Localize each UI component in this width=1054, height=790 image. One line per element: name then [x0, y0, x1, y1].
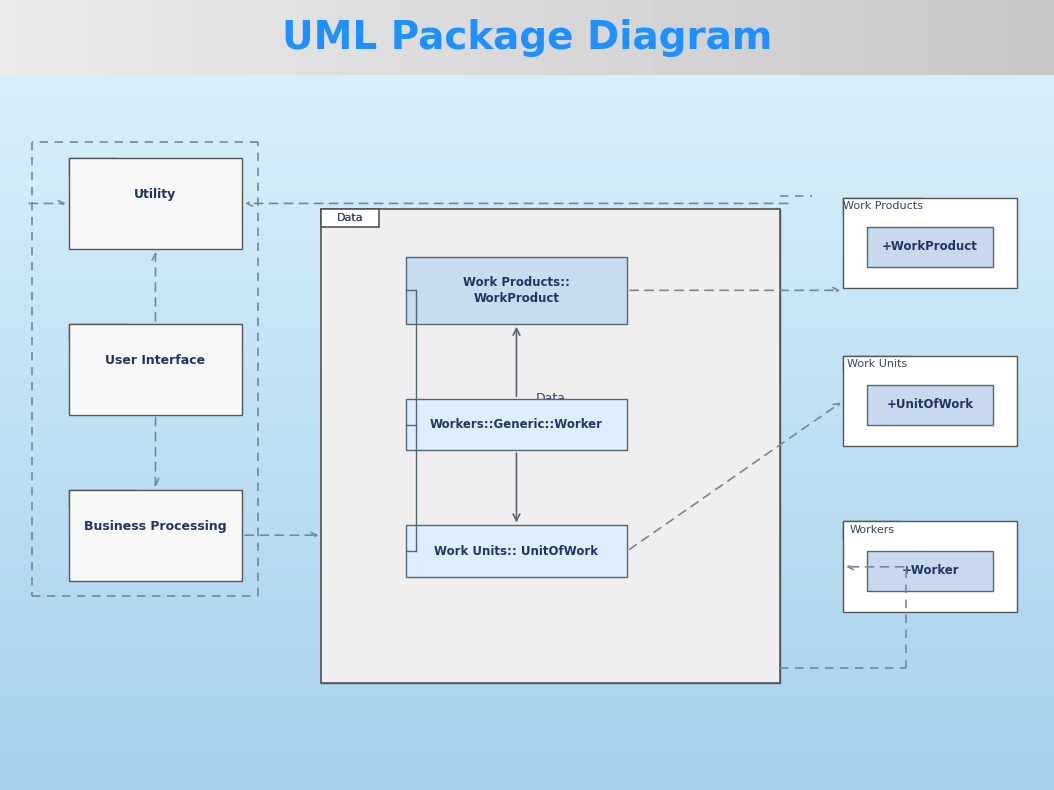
FancyBboxPatch shape: [843, 198, 922, 215]
Text: Work Units: Work Units: [847, 359, 907, 369]
FancyBboxPatch shape: [69, 490, 242, 581]
FancyBboxPatch shape: [406, 257, 627, 324]
FancyBboxPatch shape: [843, 521, 901, 539]
Text: Utility: Utility: [134, 188, 177, 201]
FancyBboxPatch shape: [843, 356, 1017, 446]
FancyBboxPatch shape: [69, 324, 126, 341]
FancyBboxPatch shape: [69, 158, 242, 249]
Text: +Worker: +Worker: [901, 564, 959, 577]
Text: Business Processing: Business Processing: [84, 520, 227, 532]
FancyBboxPatch shape: [69, 158, 116, 175]
Bar: [0, 0, 1054, 75]
Text: +UnitOfWork: +UnitOfWork: [886, 398, 974, 412]
Text: UML Package Diagram: UML Package Diagram: [281, 18, 773, 57]
FancyBboxPatch shape: [321, 209, 780, 683]
FancyBboxPatch shape: [321, 209, 379, 227]
FancyBboxPatch shape: [866, 386, 993, 425]
FancyBboxPatch shape: [406, 399, 627, 450]
Text: Data: Data: [535, 393, 566, 405]
Text: Work Products: Work Products: [843, 201, 922, 211]
FancyBboxPatch shape: [321, 209, 780, 683]
Text: Data: Data: [337, 213, 364, 223]
FancyBboxPatch shape: [843, 521, 1017, 612]
FancyBboxPatch shape: [69, 324, 242, 415]
Text: Work Units:: UnitOfWork: Work Units:: UnitOfWork: [434, 544, 599, 558]
FancyBboxPatch shape: [321, 209, 379, 227]
FancyBboxPatch shape: [866, 228, 993, 267]
Text: Workers: Workers: [850, 525, 895, 535]
FancyBboxPatch shape: [406, 525, 627, 577]
FancyBboxPatch shape: [843, 356, 912, 373]
Text: +WorkProduct: +WorkProduct: [882, 240, 978, 254]
Text: Data: Data: [337, 213, 364, 223]
FancyBboxPatch shape: [843, 198, 1017, 288]
FancyBboxPatch shape: [69, 490, 137, 507]
FancyBboxPatch shape: [866, 551, 993, 591]
Text: User Interface: User Interface: [105, 354, 206, 367]
Text: Work Products::
WorkProduct: Work Products:: WorkProduct: [463, 276, 570, 305]
Text: Workers::Generic::Worker: Workers::Generic::Worker: [430, 418, 603, 431]
